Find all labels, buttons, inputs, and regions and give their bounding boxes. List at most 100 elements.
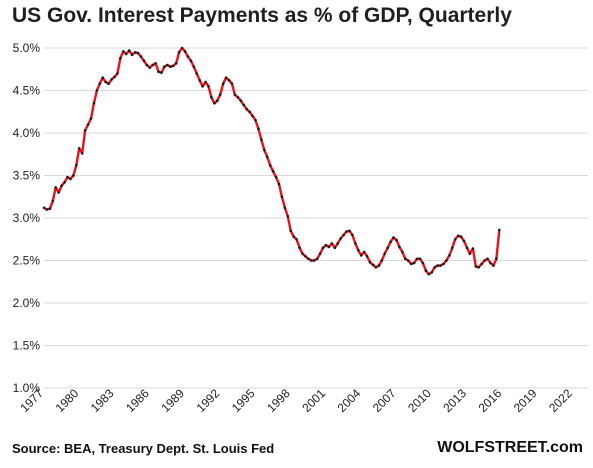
data-point: [130, 53, 134, 57]
data-point: [445, 259, 448, 262]
y-tick-label: 5.0%: [13, 41, 41, 55]
data-point: [442, 262, 445, 266]
data-point: [54, 186, 57, 189]
data-point: [351, 233, 354, 237]
x-tick-label: 1992: [194, 386, 223, 415]
data-point: [80, 152, 84, 155]
data-point: [359, 254, 363, 257]
data-point: [274, 175, 278, 179]
data-point: [207, 85, 210, 88]
data-point: [263, 148, 266, 152]
data-point: [251, 114, 254, 118]
data-point: [389, 240, 392, 244]
data-point: [104, 80, 107, 84]
data-point: [51, 199, 55, 203]
data-point: [60, 184, 63, 187]
data-point: [395, 238, 398, 242]
chart-title: US Gov. Interest Payments as % of GDP, Q…: [12, 4, 512, 27]
data-point: [362, 250, 366, 254]
data-point: [392, 236, 395, 239]
data-point: [451, 246, 454, 250]
data-point: [280, 195, 284, 199]
data-point: [113, 75, 116, 79]
data-point: [380, 259, 384, 262]
y-tick-label: 1.0%: [13, 381, 41, 395]
data-point: [75, 164, 78, 167]
data-point: [348, 229, 351, 233]
x-tick-label: 2004: [335, 386, 364, 415]
data-point: [116, 72, 119, 75]
series-line-layer: [43, 46, 501, 276]
series-points-layer: [42, 46, 501, 276]
data-point: [69, 177, 72, 181]
data-point: [213, 102, 216, 105]
data-point: [433, 266, 437, 269]
data-point: [265, 155, 269, 159]
data-point: [377, 264, 381, 267]
data-point: [142, 59, 146, 63]
data-point: [298, 246, 301, 250]
data-point: [295, 238, 298, 241]
data-point: [63, 181, 66, 184]
data-point: [236, 96, 240, 99]
data-point: [148, 66, 151, 69]
data-point: [139, 55, 143, 58]
y-axis-ticks: 1.0% 1.5% 2.0% 2.5% 3.0% 3.5% 4.0% 4.5% 5.0%: [13, 41, 41, 395]
data-point: [72, 174, 75, 177]
data-point: [186, 55, 190, 58]
data-point: [398, 245, 401, 249]
data-point: [201, 85, 204, 88]
data-point: [122, 50, 125, 53]
data-point: [221, 82, 225, 85]
data-point: [480, 262, 484, 266]
data-point: [180, 46, 184, 50]
gridlines: [44, 47, 588, 389]
data-point: [227, 79, 231, 82]
data-point: [292, 235, 296, 238]
x-tick-label: 2013: [440, 386, 469, 415]
data-point: [471, 247, 475, 250]
data-point: [245, 107, 248, 111]
data-point: [136, 51, 140, 55]
data-point: [439, 264, 442, 267]
data-point: [189, 59, 193, 63]
x-axis-ticks: 1977 1980 1983 1986 1989 1992 1995 1998 2001 2004…: [17, 386, 575, 415]
data-point: [101, 76, 104, 79]
data-point: [456, 234, 460, 238]
data-point: [277, 182, 281, 186]
y-tick-label: 2.0%: [13, 296, 41, 310]
data-point: [233, 93, 237, 97]
data-point: [324, 243, 328, 247]
y-tick-label: 3.5%: [13, 169, 41, 183]
data-point: [89, 117, 93, 120]
data-point: [286, 215, 290, 218]
data-point: [489, 261, 492, 265]
data-point: [418, 257, 422, 261]
x-tick-label: 1980: [53, 386, 82, 415]
data-point: [307, 257, 310, 261]
data-point: [98, 82, 102, 85]
x-tick-label: 1983: [88, 386, 117, 415]
data-point: [424, 269, 428, 273]
x-tick-label: 1989: [158, 386, 187, 415]
data-point: [412, 261, 416, 265]
data-point: [462, 239, 466, 243]
x-tick-label: 2010: [405, 386, 434, 415]
data-point: [230, 82, 234, 85]
data-point: [436, 264, 439, 267]
data-point: [166, 63, 169, 67]
data-point: [342, 233, 345, 237]
x-tick-label: 2019: [511, 386, 540, 415]
data-point: [192, 65, 196, 68]
data-point: [301, 252, 304, 255]
series-line: [43, 46, 501, 276]
data-point: [107, 82, 110, 85]
data-point: [289, 229, 293, 233]
data-point: [42, 206, 46, 210]
y-tick-label: 4.0%: [13, 126, 41, 140]
data-point: [336, 242, 340, 245]
data-point: [171, 64, 175, 68]
data-point: [459, 235, 463, 238]
data-point: [163, 65, 166, 68]
x-tick-label: 2016: [476, 386, 505, 415]
